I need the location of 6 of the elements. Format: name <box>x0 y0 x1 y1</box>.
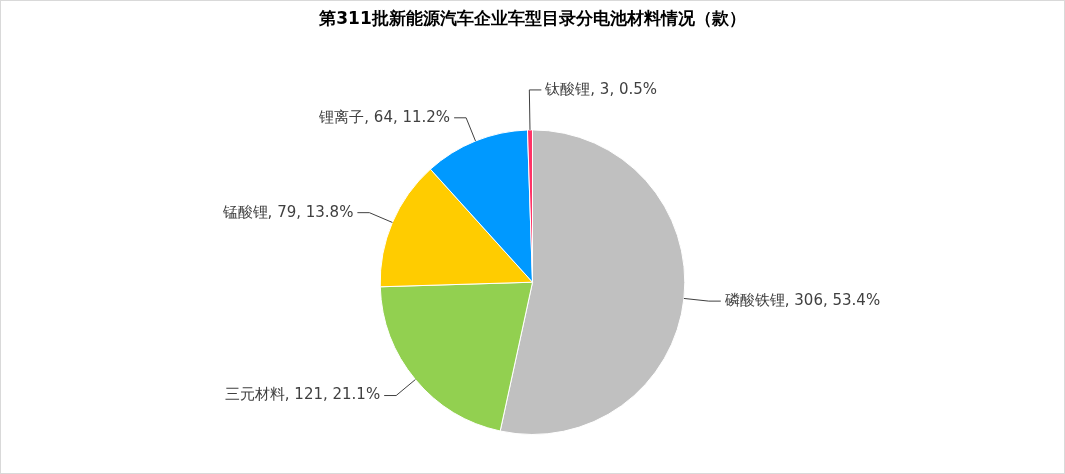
slice-label: 锰酸锂, 79, 13.8% <box>221 202 354 221</box>
slice-label: 钛酸锂, 3, 0.5% <box>544 79 658 98</box>
slice-label: 锂离子, 64, 11.2% <box>318 107 451 126</box>
slice-label: 磷酸铁锂, 306, 53.4% <box>723 291 881 310</box>
chart-title: 第311批新能源汽车企业车型目录分电池材料情况（款） <box>318 7 746 28</box>
slice-label: 三元材料, 121, 21.1% <box>224 385 381 404</box>
